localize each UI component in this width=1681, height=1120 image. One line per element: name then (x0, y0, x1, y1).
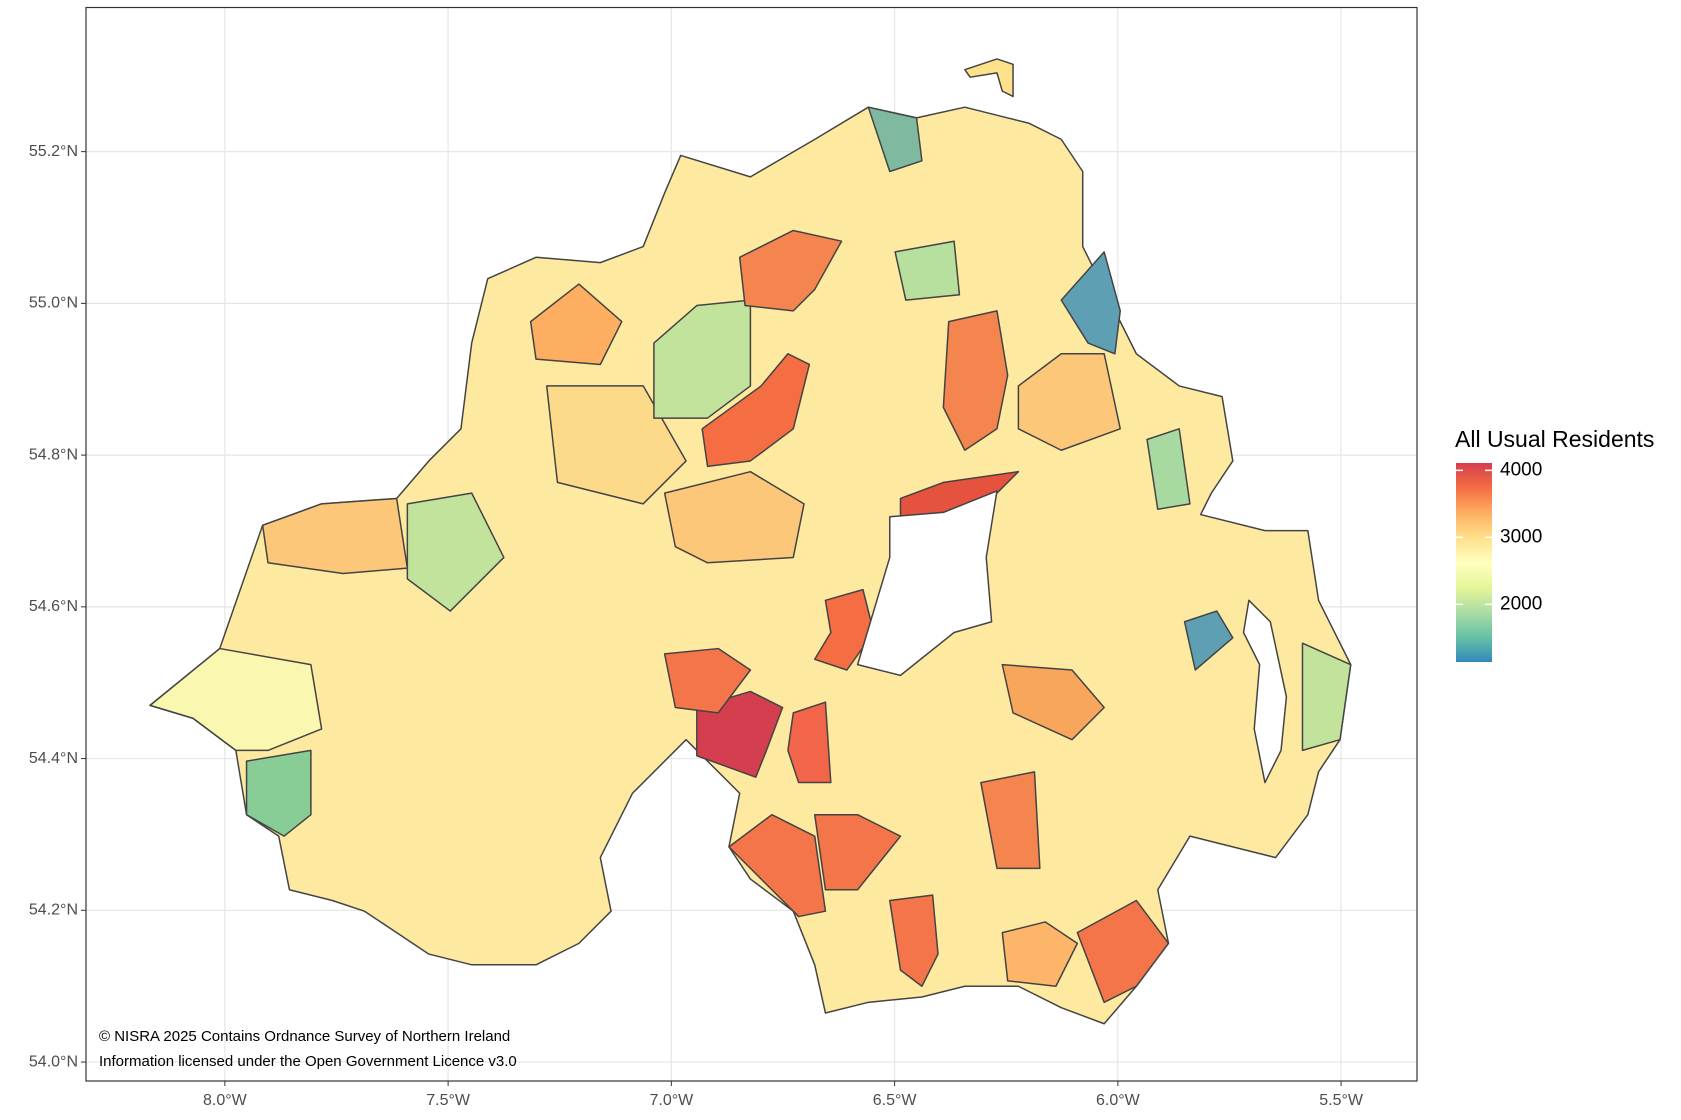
land (149, 106, 1352, 1025)
area (149, 647, 323, 752)
legend-title: All Usual Residents (1455, 426, 1654, 452)
area (1001, 921, 1079, 987)
area (813, 588, 875, 671)
area (867, 106, 923, 173)
map (149, 58, 1352, 1025)
island (964, 58, 1014, 98)
area (894, 240, 961, 301)
y-tick-label: 54.8°N (29, 446, 78, 463)
area (1017, 353, 1121, 451)
y-tick-label: 54.2°N (29, 902, 78, 919)
x-tick-label: 6.0°W (1096, 1092, 1141, 1109)
area (261, 497, 409, 575)
area (663, 470, 805, 564)
area (738, 229, 843, 312)
area (889, 894, 939, 987)
lough (1242, 599, 1288, 784)
area (1146, 428, 1191, 510)
x-tick-label: 7.0°W (649, 1092, 694, 1109)
area (1060, 251, 1121, 355)
area (701, 353, 811, 468)
area (406, 492, 505, 612)
area (1183, 610, 1234, 671)
x-tick-label: 5.5°W (1319, 1092, 1364, 1109)
area (545, 385, 687, 505)
y-tick-label: 55.2°N (29, 143, 78, 160)
x-tick-label: 7.5°W (426, 1092, 471, 1109)
area (653, 299, 752, 419)
attribution: © NISRA 2025 Contains Ordnance Survey of… (99, 1028, 510, 1045)
x-tick-label: 6.5°W (873, 1092, 918, 1109)
area (856, 490, 998, 677)
x-tick-label: 8.0°W (203, 1092, 248, 1109)
legend-tick-label: 4000 (1500, 459, 1542, 480)
colorbar (1456, 463, 1492, 662)
y-tick-label: 54.0°N (29, 1053, 78, 1070)
area (663, 647, 752, 714)
area (245, 749, 312, 837)
area (980, 771, 1041, 870)
panel-border (85, 6, 1418, 1082)
area (728, 813, 827, 918)
area (1301, 642, 1352, 752)
legend-tick-label: 2000 (1500, 593, 1542, 614)
y-tick-label: 55.0°N (29, 295, 78, 312)
area (787, 701, 832, 784)
legend-tick-label: 3000 (1500, 526, 1542, 547)
area (813, 813, 902, 891)
attribution: Information licensed under the Open Gove… (99, 1053, 517, 1070)
axes: 8.0°W 7.5°W 7.0°W 6.5°W 6.0°W 5.5°W 54.0°N 54.2… (29, 143, 1364, 1109)
area (1076, 899, 1170, 1004)
y-tick-label: 54.6°N (29, 598, 78, 615)
area (529, 283, 623, 366)
y-tick-label: 54.4°N (29, 750, 78, 767)
area (942, 310, 1009, 451)
area (1001, 663, 1105, 741)
